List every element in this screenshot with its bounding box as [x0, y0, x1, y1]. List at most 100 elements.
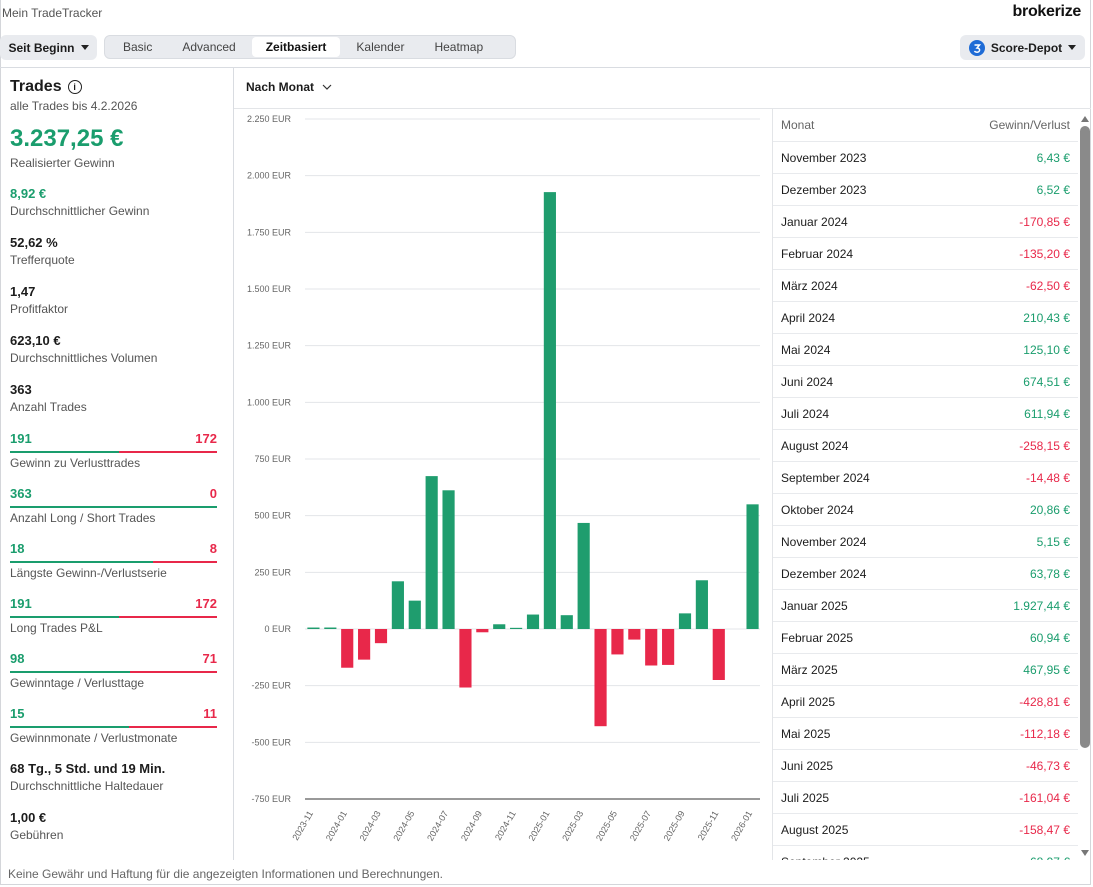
tab[interactable]: Kalender: [356, 40, 405, 54]
sidebar-title: Trades i: [10, 78, 82, 96]
table-row: Juni 2025 -46,73 €: [773, 750, 1078, 782]
table-row: Juni 2024 674,51 €: [773, 366, 1078, 398]
ratio-left: 15: [10, 706, 25, 721]
sidebar: Trades i alle Trades bis 4.2.2026 3.237,2…: [0, 68, 234, 860]
month: Januar 2025: [781, 598, 848, 613]
month: Juli 2025: [781, 790, 830, 805]
depot-select[interactable]: Score-Depot: [960, 35, 1085, 60]
bar: [341, 629, 354, 668]
title-text: Trades: [10, 78, 62, 95]
stat-value: 68 Tg., 5 Std. und 19 Min.: [10, 761, 166, 776]
y-tick-label: 1.250 EUR: [247, 341, 292, 351]
ratio-right: 8: [209, 541, 217, 556]
month: Juni 2024: [781, 374, 834, 389]
month: Dezember 2023: [781, 182, 867, 197]
table-row: Dezember 2023 6,52 €: [773, 174, 1078, 206]
depot-icon: [968, 39, 985, 56]
period-label: Seit Beginn: [8, 40, 75, 55]
x-tick-label: 2023-11: [290, 809, 315, 842]
ratio-values: 191 172: [10, 431, 217, 446]
month: September 2024: [781, 470, 870, 485]
ratio-values: 363 0: [10, 486, 217, 501]
month: August 2025: [781, 822, 849, 837]
profit-loss: -258,15 €: [1019, 438, 1070, 453]
ratio-label: Gewinnmonate / Verlustmonate: [10, 731, 178, 745]
bar: [577, 522, 590, 629]
tab[interactable]: Advanced: [182, 40, 236, 54]
tab[interactable]: Heatmap: [434, 40, 484, 54]
profit-loss: 467,95 €: [1023, 662, 1070, 677]
grouping-select[interactable]: Nach Monat: [246, 80, 332, 94]
tab[interactable]: Basic: [123, 40, 153, 54]
bar: [678, 613, 692, 629]
bar: [324, 627, 337, 629]
table-row: August 2025 -158,47 €: [773, 814, 1078, 846]
bar: [510, 627, 523, 629]
bar: [459, 629, 472, 688]
table-row: März 2024 -62,50 €: [773, 270, 1078, 302]
profit-loss: -428,81 €: [1019, 694, 1070, 709]
month: August 2024: [781, 438, 849, 453]
info-icon[interactable]: i: [67, 80, 82, 94]
ratio-bar-loss: [129, 726, 217, 728]
month: Februar 2025: [781, 630, 854, 645]
table-row: November 2024 5,15 €: [773, 526, 1078, 558]
y-tick-label: -750 EUR: [251, 794, 291, 804]
ratio-left: 98: [10, 651, 25, 666]
table-row: Februar 2024 -135,20 €: [773, 238, 1078, 270]
stat-label: Trefferquote: [10, 253, 75, 267]
month: November 2024: [781, 534, 867, 549]
month: März 2025: [781, 662, 838, 677]
ratio-bar-loss: [153, 561, 217, 563]
bar: [543, 192, 556, 630]
sidebar-subtitle: alle Trades bis 4.2.2026: [10, 99, 138, 113]
y-tick-label: 250 EUR: [254, 567, 291, 577]
profit-loss: 60,94 €: [1029, 630, 1070, 645]
table-row: Mai 2025 -112,18 €: [773, 718, 1078, 750]
ratio-bar-loss: [130, 671, 217, 673]
bar: [476, 629, 489, 633]
ratio-stat: 363 0 Anzahl Long / Short Trades: [10, 486, 217, 541]
month: Juni 2025: [781, 758, 834, 773]
y-tick-label: 0 EUR: [264, 624, 291, 634]
ratio-stat: 98 71 Gewinntage / Verlusttage: [10, 651, 217, 706]
ratio-right: 172: [195, 596, 217, 611]
profit-loss: 20,86 €: [1029, 502, 1070, 517]
ratio-label: Anzahl Long / Short Trades: [10, 511, 156, 525]
ratio-label: Long Trades P&L: [10, 621, 103, 635]
ratio-bar: [10, 506, 217, 508]
ratio-left: 191: [10, 431, 32, 446]
caret: [80, 45, 89, 50]
profit-loss: 125,10 €: [1023, 342, 1070, 357]
ratio-bar: [10, 451, 217, 453]
stat: 8,92 € Durchschnittlicher Gewinn: [10, 186, 217, 235]
ratio-bar: [10, 726, 217, 728]
x-tick-label: 2024-05: [391, 809, 416, 843]
ratio-bar-win: [10, 726, 130, 728]
ratio-bar-win: [10, 671, 131, 673]
x-tick-label: 2025-09: [662, 809, 687, 843]
bar: [662, 629, 675, 665]
y-tick-label: 2.000 EUR: [247, 171, 292, 181]
table-row: Juli 2024 611,94 €: [773, 398, 1078, 430]
divider: [0, 67, 1091, 68]
profit-loss: 674,51 €: [1023, 374, 1070, 389]
period-select[interactable]: Seit Beginn: [0, 35, 97, 60]
ratio-label: Längste Gewinn-/Verlustserie: [10, 566, 167, 580]
scrollbar[interactable]: [1079, 112, 1091, 860]
table-row: Juli 2025 -161,04 €: [773, 782, 1078, 814]
y-tick-label: 1.000 EUR: [247, 397, 292, 407]
month: Mai 2024: [781, 342, 831, 357]
tab[interactable]: Zeitbasiert: [251, 37, 341, 57]
bar: [746, 504, 759, 629]
x-tick-label: 2026-01: [729, 809, 754, 843]
ratio-values: 98 71: [10, 651, 217, 666]
total-profit-label: Realisierter Gewinn: [10, 156, 115, 170]
x-tick-label: 2025-11: [696, 809, 721, 842]
x-tick-label: 2025-01: [526, 809, 551, 843]
table-row: Mai 2024 125,10 €: [773, 334, 1078, 366]
profit-loss: -62,50 €: [1025, 278, 1070, 293]
ratio-bar: [10, 671, 217, 673]
